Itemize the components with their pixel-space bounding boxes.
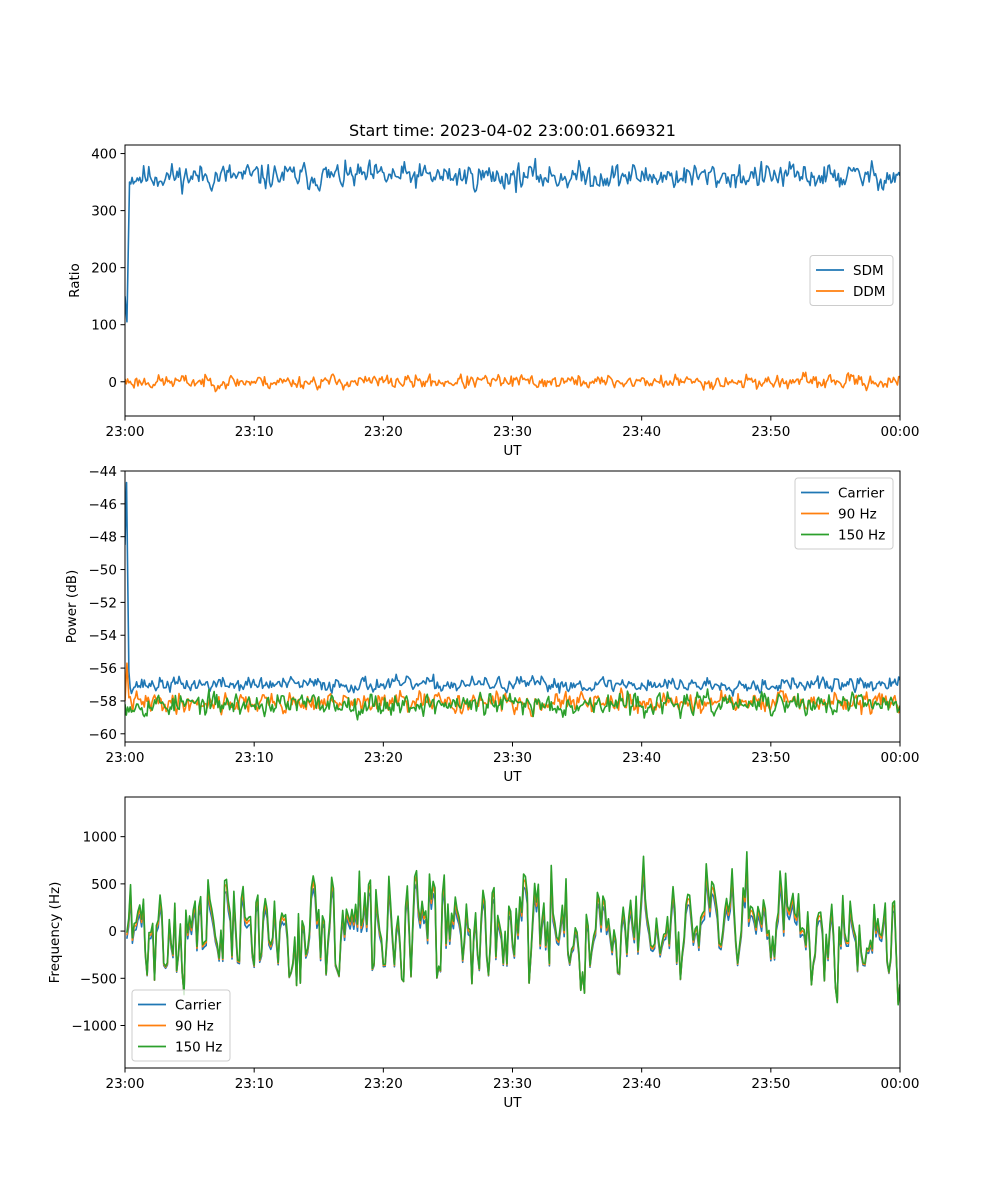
x-axis-label: UT — [503, 1095, 522, 1111]
x-tick-label: 00:00 — [881, 424, 920, 440]
y-tick-label: 0 — [108, 375, 117, 391]
y-tick-label: −46 — [89, 497, 118, 513]
y-axis-label: Frequency (Hz) — [47, 882, 63, 984]
y-tick-label: −44 — [89, 464, 118, 480]
x-axis-label: UT — [503, 443, 522, 459]
legend-label: SDM — [853, 263, 884, 279]
y-tick-label: −1000 — [71, 1019, 117, 1035]
ratio-panel: 23:00 23:10 23:20 23:30 23:40 23:50 00:00 0 100 2… — [67, 144, 920, 459]
series-line-150-hz — [125, 688, 900, 721]
legend-label: Carrier — [175, 998, 222, 1014]
legend-label: 150 Hz — [175, 1040, 222, 1056]
plot-area — [125, 157, 900, 393]
y-axis-label: Ratio — [67, 263, 83, 298]
x-tick-label: 23:50 — [751, 424, 790, 440]
y-tick-label: −54 — [89, 628, 118, 644]
y-tick-label: −50 — [89, 563, 118, 579]
series-line-ddm — [125, 371, 900, 393]
x-tick-label: 23:30 — [493, 1076, 532, 1092]
legend: SDM DDM — [809, 255, 894, 306]
y-tick-label: 500 — [91, 877, 117, 893]
x-tick-label: 23:40 — [622, 424, 661, 440]
x-tick-label: 23:20 — [364, 1076, 403, 1092]
legend: Carrier 90 Hz 150 Hz — [794, 477, 894, 550]
plot-area — [125, 481, 900, 721]
legend-box — [131, 989, 231, 1062]
y-tick-label: −500 — [80, 971, 117, 987]
x-tick-label: 23:30 — [493, 750, 532, 766]
x-tick-label: 23:00 — [106, 424, 145, 440]
x-tick-label: 23:00 — [106, 1076, 145, 1092]
x-tick-label: 23:10 — [235, 424, 274, 440]
y-tick-label: −52 — [89, 595, 118, 611]
x-tick-label: 23:40 — [622, 750, 661, 766]
x-tick-label: 00:00 — [881, 1076, 920, 1092]
y-tick-label: −56 — [89, 661, 118, 677]
legend-box — [794, 477, 894, 550]
figure-title: Start time: 2023-04-02 23:00:01.669321 — [349, 121, 676, 140]
x-tick-label: 23:50 — [751, 1076, 790, 1092]
x-tick-label: 23:30 — [493, 424, 532, 440]
legend-label: DDM — [853, 284, 885, 300]
y-tick-label: 300 — [91, 204, 117, 220]
y-tick-label: 100 — [91, 318, 117, 334]
y-tick-label: 0 — [108, 924, 117, 940]
legend-label: Carrier — [838, 486, 885, 502]
x-tick-label: 23:50 — [751, 750, 790, 766]
power-panel: 23:00 23:10 23:20 23:30 23:40 23:50 00:00 −60 −5… — [64, 464, 919, 785]
legend-label: 90 Hz — [175, 1019, 214, 1035]
y-axis-label: Power (dB) — [64, 570, 80, 643]
y-tick-label: −60 — [89, 727, 118, 743]
legend: Carrier 90 Hz 150 Hz — [131, 989, 231, 1062]
legend-label: 150 Hz — [838, 528, 885, 544]
x-tick-label: 23:10 — [235, 1076, 274, 1092]
x-tick-label: 23:10 — [235, 750, 274, 766]
plot-area — [126, 851, 900, 1006]
legend-box — [809, 255, 894, 306]
frequency-panel: 23:00 23:10 23:20 23:30 23:40 23:50 00:00 −1000… — [47, 796, 920, 1111]
x-tick-label: 23:40 — [622, 1076, 661, 1092]
x-tick-label: 23:20 — [364, 424, 403, 440]
y-tick-label: 200 — [91, 261, 117, 277]
y-tick-label: −58 — [89, 694, 118, 710]
x-axis-label: UT — [503, 769, 522, 785]
series-line-sdm — [125, 157, 900, 323]
legend-label: 90 Hz — [838, 507, 877, 523]
y-tick-label: 400 — [91, 147, 117, 163]
y-tick-label: 1000 — [83, 830, 117, 846]
x-tick-label: 23:00 — [106, 750, 145, 766]
y-tick-label: −48 — [89, 530, 118, 546]
x-tick-label: 23:20 — [364, 750, 403, 766]
x-tick-label: 00:00 — [881, 750, 920, 766]
series-line-150-hz — [126, 851, 900, 1006]
series-line-carrier — [125, 481, 900, 697]
